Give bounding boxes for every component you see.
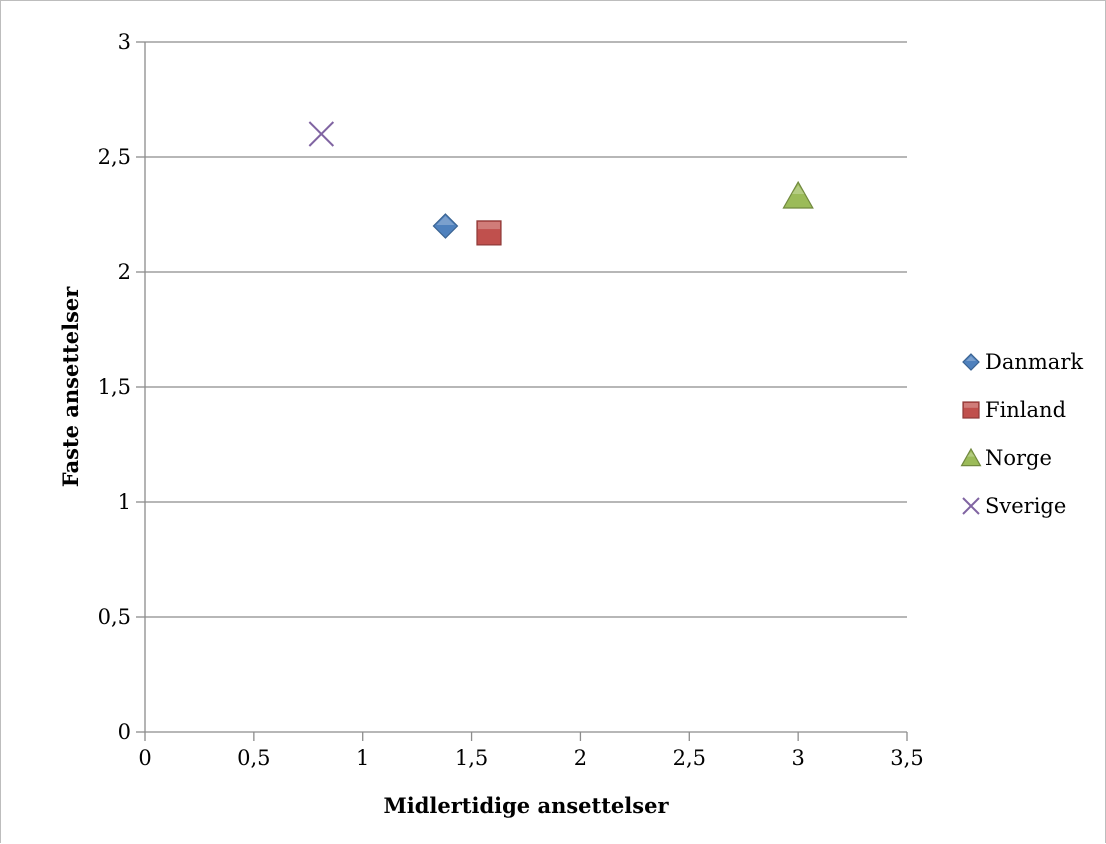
data-point-sverige <box>308 121 335 147</box>
x-axis-title: Midlertidige ansettelser <box>383 793 669 818</box>
legend-label: Finland <box>985 398 1066 422</box>
legend-marker-finland <box>962 401 980 419</box>
data-point-finland <box>476 220 502 246</box>
x-tick-label: 2 <box>574 746 587 770</box>
x-tick-label: 3,5 <box>890 746 923 770</box>
x-tick-label: 1,5 <box>455 746 488 770</box>
gridlines <box>145 41 907 618</box>
legend-item-finland: Finland <box>962 398 1066 422</box>
x-tick-label: 0,5 <box>237 746 270 770</box>
legend-label: Danmark <box>985 350 1083 374</box>
y-tick-label: 2,5 <box>98 145 131 169</box>
data-points <box>308 121 814 246</box>
y-tick-labels: 0 0,5 1 1,5 2 2,5 3 <box>98 30 131 744</box>
y-tick-label: 0 <box>118 720 131 744</box>
legend-marker-norge <box>960 447 982 467</box>
legend: Danmark Finland Norge Sverige <box>960 350 1083 518</box>
y-tick-label: 1 <box>118 490 131 514</box>
legend-item-danmark: Danmark <box>962 350 1083 374</box>
legend-label: Norge <box>985 446 1052 470</box>
legend-marker-danmark <box>962 353 980 371</box>
y-tick-label: 1,5 <box>98 375 131 399</box>
y-tick-label: 2 <box>118 260 131 284</box>
data-point-danmark <box>432 213 459 239</box>
x-tick-labels: 0 0,5 1 1,5 2 2,5 3 3,5 <box>138 746 923 770</box>
y-tick-label: 3 <box>118 30 131 54</box>
x-tick-label: 2,5 <box>673 746 706 770</box>
axes <box>136 41 908 741</box>
legend-item-norge: Norge <box>960 446 1052 470</box>
legend-label: Sverige <box>985 494 1066 518</box>
x-tick-label: 3 <box>791 746 804 770</box>
x-tick-label: 0 <box>138 746 151 770</box>
y-axis-title: Faste ansettelser <box>58 286 83 488</box>
legend-marker-sverige <box>962 497 980 515</box>
y-tick-label: 0,5 <box>98 605 131 629</box>
data-point-norge <box>782 180 814 209</box>
x-tick-label: 1 <box>356 746 369 770</box>
legend-item-sverige: Sverige <box>962 494 1066 518</box>
